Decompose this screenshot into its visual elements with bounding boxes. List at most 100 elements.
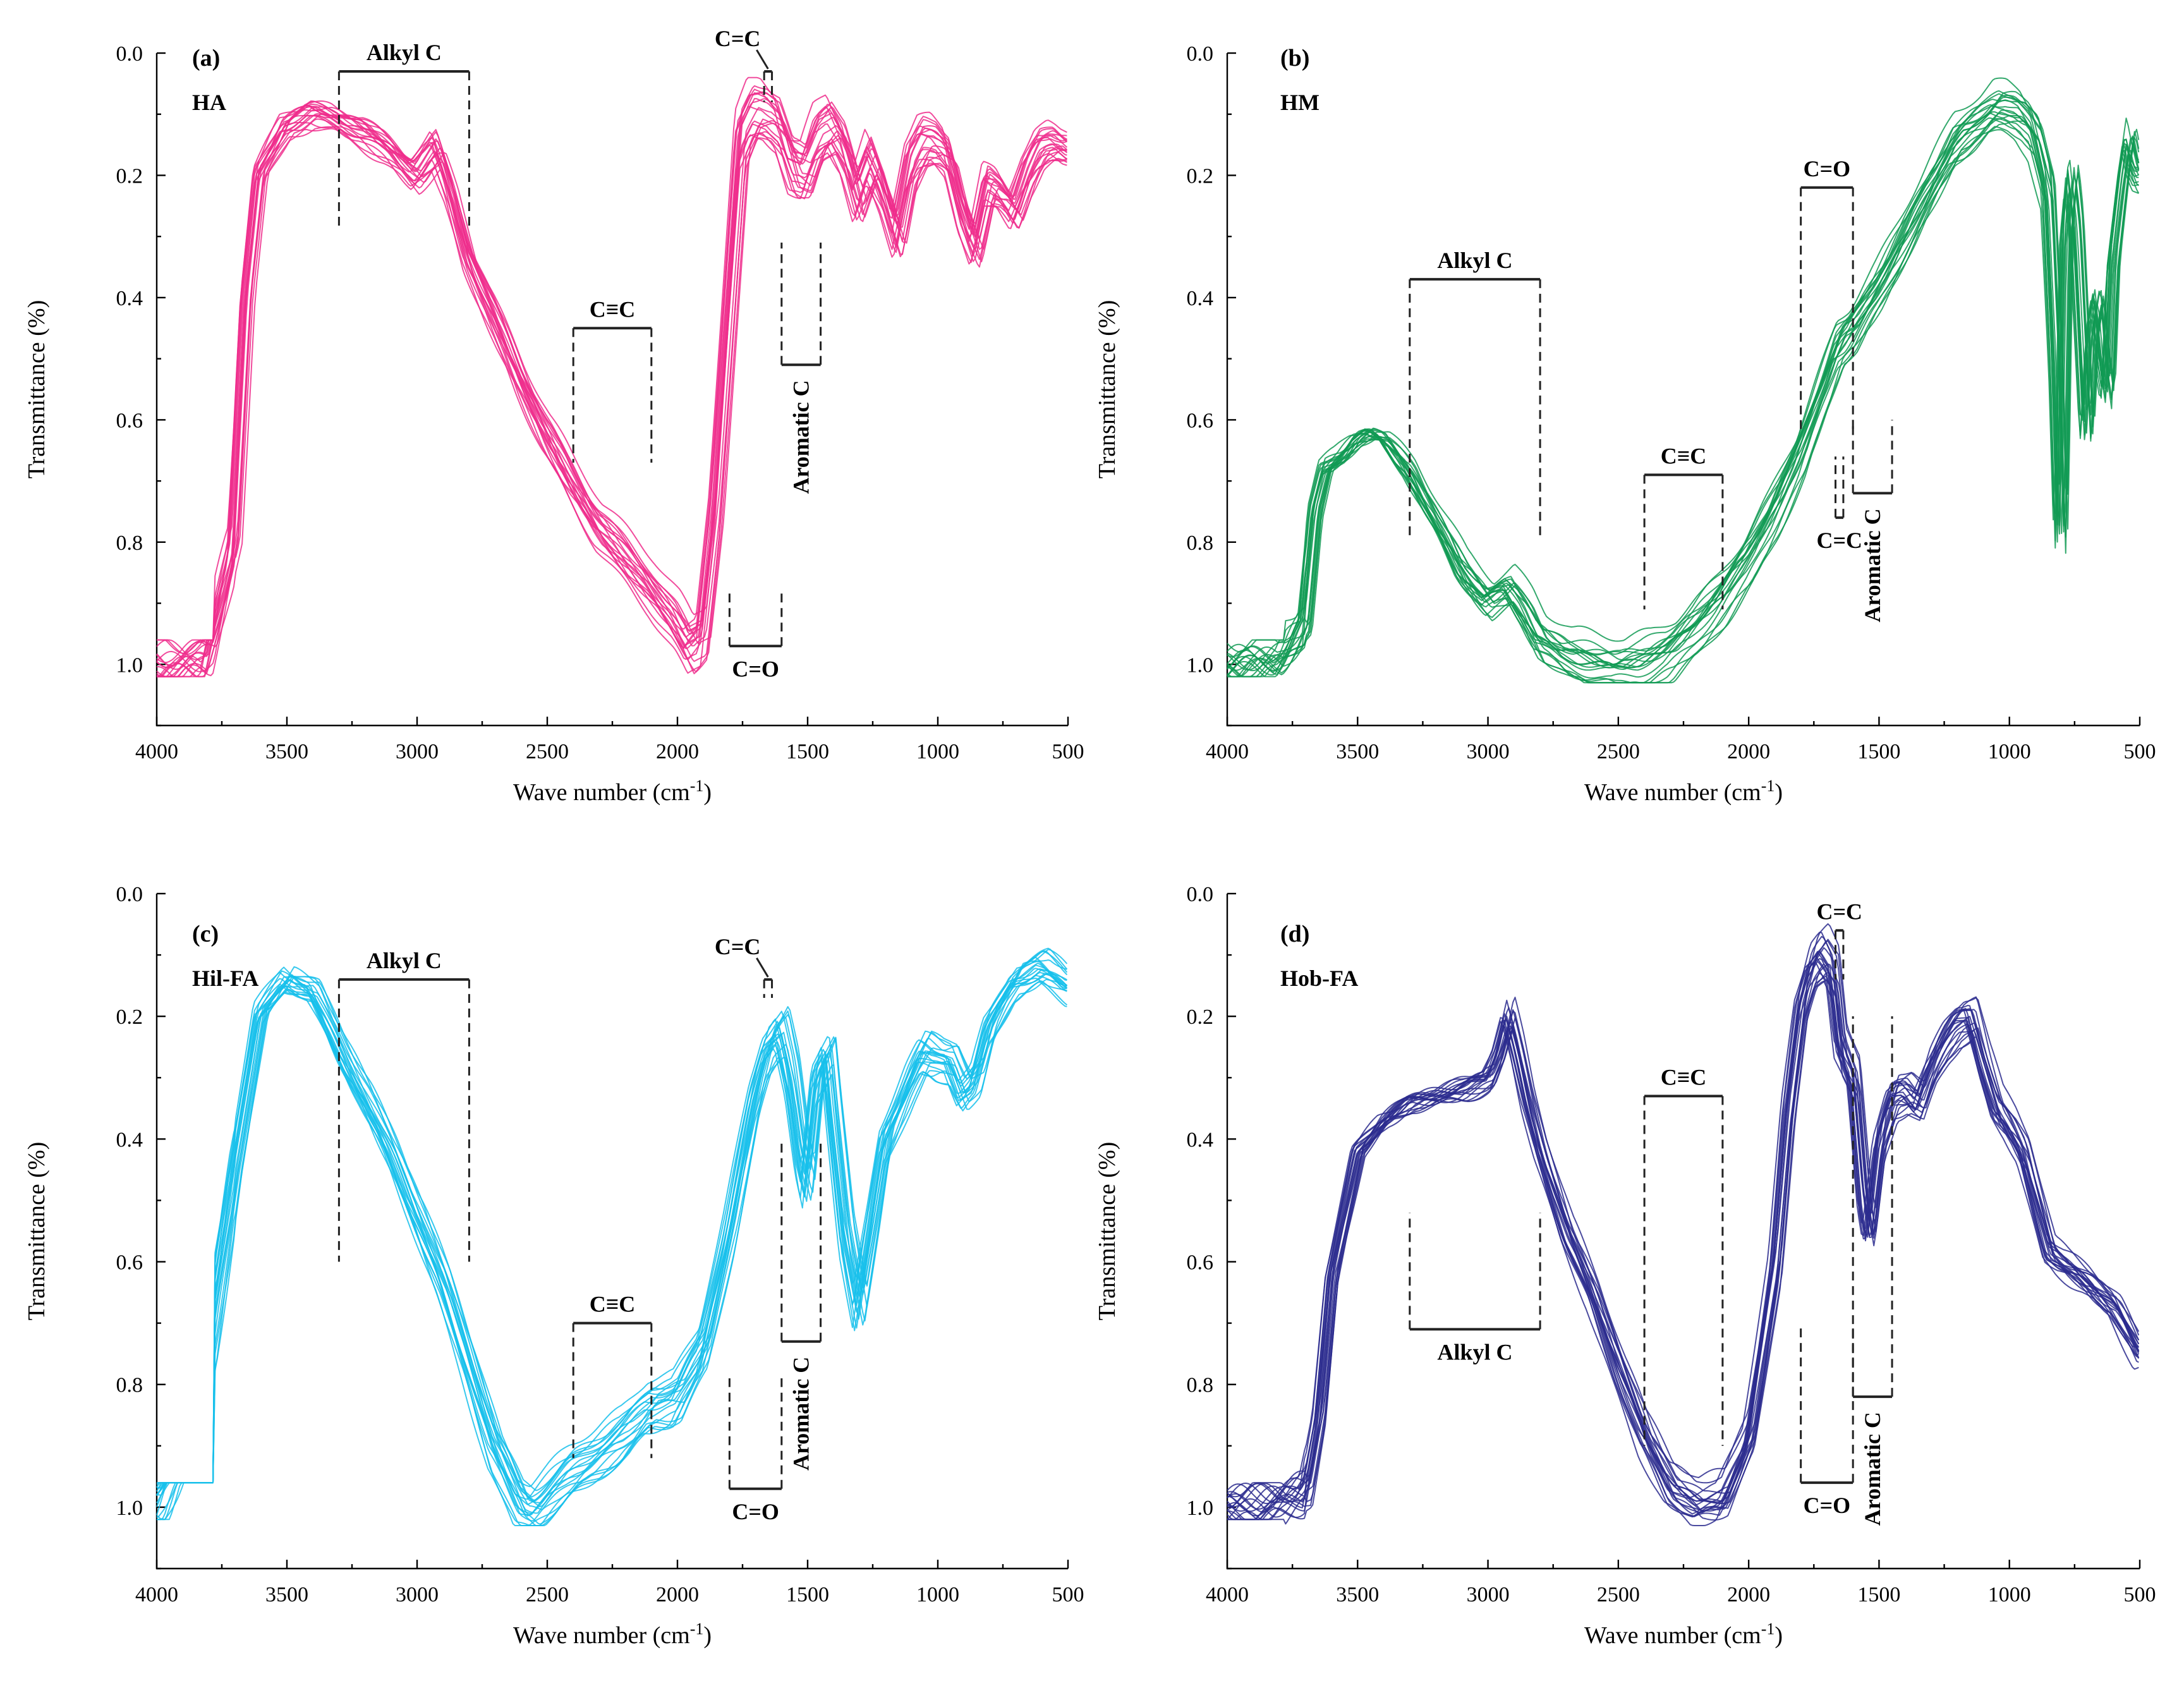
band-label: C=O bbox=[1804, 1493, 1851, 1518]
band-label: C=C bbox=[1816, 528, 1862, 553]
y-tick-label: 1.0 bbox=[116, 653, 143, 677]
spectrum-line bbox=[156, 950, 1068, 1519]
spectrum-line bbox=[1227, 126, 2140, 667]
spectra-series bbox=[156, 76, 1068, 677]
spectrum-line bbox=[1227, 99, 2139, 677]
spectrum-line bbox=[1227, 963, 2140, 1512]
y-axis-title: Transmittance (%) bbox=[1094, 300, 1120, 478]
x-tick-label: 4000 bbox=[135, 1583, 178, 1606]
spectrum-line bbox=[1227, 109, 2140, 684]
spectrum-line bbox=[156, 973, 1067, 1525]
x-axis-title: Wave number (cm-1) bbox=[513, 777, 712, 806]
y-axis-title: Transmittance (%) bbox=[23, 300, 50, 478]
band-label: C=O bbox=[732, 656, 779, 681]
spectrum-line bbox=[156, 964, 1067, 1517]
spectrum-line bbox=[157, 104, 1067, 677]
band-leader bbox=[756, 957, 769, 978]
band-label: Aromatic C bbox=[1860, 508, 1885, 622]
x-tick-label: 1500 bbox=[786, 1583, 829, 1606]
y-tick-label: 0.2 bbox=[1187, 164, 1214, 188]
y-tick-label: 0.6 bbox=[116, 409, 143, 432]
spectrum-line bbox=[157, 88, 1067, 677]
spectrum-line bbox=[157, 126, 1067, 654]
spectrum-line bbox=[1227, 958, 2140, 1510]
band-label: C=C bbox=[715, 26, 761, 51]
panel-a: (a) HA 4000 3500 3000 2500 2000 1500 1000 500 0.… bbox=[23, 26, 1084, 806]
y-axis-title: Transmittance (%) bbox=[1094, 1142, 1120, 1320]
x-tick-label: 2500 bbox=[1597, 740, 1640, 763]
y-tick-label: 0.8 bbox=[1187, 531, 1214, 555]
band-alkylc-bracket: Alkyl C bbox=[1409, 1212, 1541, 1364]
y-tick-label: 0.2 bbox=[1187, 1005, 1214, 1029]
band-cc-bracket: C≡C bbox=[1643, 443, 1724, 610]
band-label: Aromatic C bbox=[789, 380, 814, 494]
spectrum-line bbox=[1227, 952, 2139, 1521]
x-tick-label: 3500 bbox=[265, 740, 308, 763]
x-tick-label: 4000 bbox=[135, 740, 178, 763]
spectrum-line bbox=[156, 92, 1068, 677]
band-cc-bracket: C=C bbox=[1816, 456, 1862, 553]
x-tick-label: 2500 bbox=[1597, 1583, 1640, 1606]
y-tick-label: 0.6 bbox=[1187, 409, 1214, 432]
band-aromaticc-bracket: Aromatic C bbox=[780, 242, 822, 494]
band-label: Alkyl C bbox=[1437, 248, 1512, 273]
band-co-bracket: C=O bbox=[1800, 1323, 1854, 1518]
spectra-series bbox=[156, 947, 1068, 1526]
x-axis-title: Wave number (cm-1) bbox=[1584, 1620, 1783, 1649]
band-label: C≡C bbox=[1661, 1064, 1707, 1090]
band-label: C=C bbox=[1816, 899, 1862, 924]
spectrum-line bbox=[1227, 955, 2139, 1513]
spectrum-line bbox=[156, 113, 1068, 666]
x-tick-label: 1000 bbox=[1988, 1583, 2031, 1606]
sample-label: HA bbox=[192, 90, 226, 115]
panel-letter: (b) bbox=[1280, 45, 1309, 71]
spectrum-line bbox=[1227, 950, 2140, 1521]
band-label: C≡C bbox=[1661, 443, 1707, 468]
y-tick-label: 0.6 bbox=[116, 1251, 143, 1275]
spectrum-line bbox=[1227, 111, 2139, 684]
spectrum-line bbox=[157, 950, 1068, 1521]
x-tick-label: 2000 bbox=[656, 740, 699, 763]
y-axis-title: Transmittance (%) bbox=[23, 1142, 50, 1320]
spectrum-line bbox=[1227, 105, 2139, 676]
x-tick-label: 3000 bbox=[1467, 1583, 1510, 1606]
axes: 4000 3500 3000 2500 2000 1500 1000 500 0.0 0.2 0.4… bbox=[23, 42, 1084, 806]
y-tick-label: 0.0 bbox=[116, 42, 143, 66]
y-tick-label: 0.6 bbox=[1187, 1251, 1214, 1275]
band-cc-bracket: C≡C bbox=[572, 1292, 653, 1459]
y-tick-label: 0.8 bbox=[1187, 1374, 1214, 1397]
x-axis-title: Wave number (cm-1) bbox=[1584, 777, 1783, 806]
panel-letter: (a) bbox=[192, 45, 220, 71]
spectrum-line bbox=[1227, 104, 2139, 676]
spectrum-line bbox=[1227, 129, 2139, 669]
spectrum-line bbox=[157, 106, 1067, 677]
y-tick-label: 0.2 bbox=[116, 1005, 143, 1029]
band-cc-bracket: C≡C bbox=[1643, 1064, 1724, 1446]
spectrum-line bbox=[1227, 923, 2140, 1521]
band-alkylc-bracket: Alkyl C bbox=[337, 40, 470, 231]
spectrum-line bbox=[156, 114, 1067, 672]
x-tick-label: 3000 bbox=[396, 1583, 439, 1606]
y-tick-label: 1.0 bbox=[1187, 1497, 1214, 1520]
band-label: C≡C bbox=[590, 1292, 636, 1317]
band-annotations: Alkyl C C=C C≡C C=O Aromatic C bbox=[337, 934, 822, 1524]
spectrum-line bbox=[1227, 90, 2140, 677]
y-tick-label: 0.4 bbox=[116, 1128, 143, 1151]
spectrum-line bbox=[156, 122, 1067, 661]
spectrum-line bbox=[156, 103, 1067, 677]
band-co-bracket: C=O bbox=[1800, 156, 1854, 432]
spectrum-line bbox=[156, 971, 1067, 1498]
spectrum-line bbox=[156, 981, 1067, 1515]
spectrum-line bbox=[1227, 947, 2140, 1510]
band-cc-bracket: C=C bbox=[715, 934, 774, 999]
x-tick-label: 3000 bbox=[1467, 740, 1510, 763]
band-label: Alkyl C bbox=[367, 948, 442, 973]
spectrum-line bbox=[1227, 90, 2140, 677]
spectra-series bbox=[1227, 77, 2140, 684]
band-label: Aromatic C bbox=[789, 1357, 814, 1471]
spectrum-line bbox=[157, 76, 1067, 677]
spectrum-line bbox=[156, 113, 1068, 670]
x-tick-label: 500 bbox=[1052, 1583, 1084, 1606]
spectrum-line bbox=[1227, 980, 2140, 1521]
